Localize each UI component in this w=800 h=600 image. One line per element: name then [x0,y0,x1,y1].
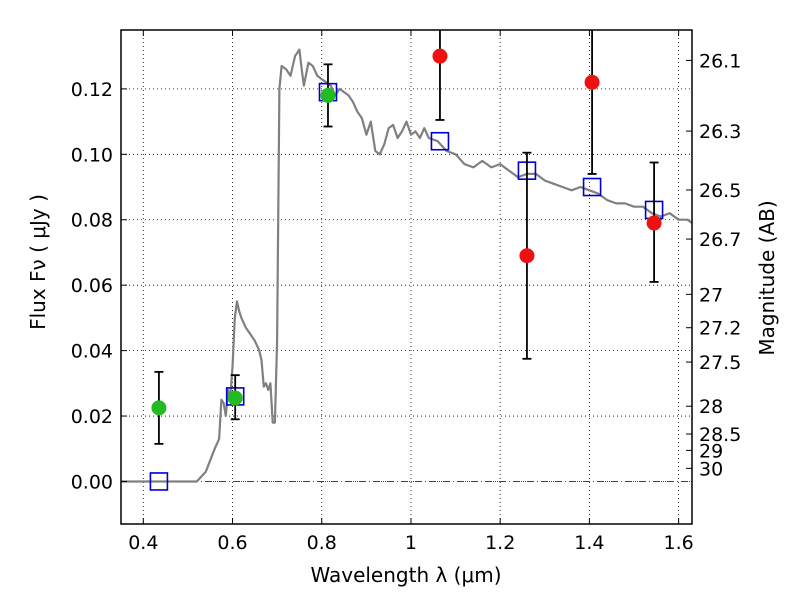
series-model-photometry [149,82,664,491]
series-model-sed [121,48,693,483]
y-tick-label: 0.00 [71,471,113,493]
series-observed-nir [432,30,662,360]
y-tick-label: 0.12 [71,79,113,101]
observed-point [320,87,336,103]
grid-lines [121,30,692,524]
y-tick-label: 0.04 [71,341,113,363]
y-axis-label: Flux Fν ( μJy ) [26,194,50,330]
x-tick-label: 0.8 [307,532,337,554]
observed-point [151,400,167,416]
model-photometry-point [149,472,169,491]
y2-tick-label: 27.2 [699,318,741,340]
y-tick-label: 0.08 [71,210,113,232]
y2-tick-label: 26.5 [699,180,741,202]
observed-point [227,390,243,406]
y2-tick-label: 30 [699,458,723,480]
y-tick-label: 0.10 [71,144,113,166]
observed-point [432,48,448,64]
x-tick-label: 1.2 [485,532,515,554]
model-photometry-point [430,131,450,151]
y2-tick-label: 27 [699,284,723,306]
y2-tick-label: 27.5 [699,352,741,374]
x-tick-label: 1.4 [574,532,604,554]
x-axis-label: Wavelength λ (μm) [310,563,501,587]
observed-point [646,215,662,231]
model-photometry-point [582,177,602,197]
x-tick-label: 0.6 [217,532,247,554]
x-tick-label: 1.6 [664,532,694,554]
y-axis-left: 0.00 0.02 0.04 0.06 0.08 0.10 0.12 [71,79,127,493]
y2-axis-label: Magnitude (AB) [755,200,779,355]
x-axis: 0.4 0.6 0.8 1 1.2 1.4 1.6 [128,30,694,554]
y2-tick-label: 26.1 [699,50,741,72]
y2-tick-label: 26.3 [699,121,741,143]
y2-tick-label: 29 [699,440,723,462]
y2-tick-label: 26.7 [699,229,741,251]
y2-tick-label: 28 [699,396,723,418]
observed-point [519,248,535,264]
y-tick-label: 0.06 [71,275,113,297]
y2-tick-label: 28.5 [699,424,741,446]
x-tick-label: 0.4 [128,532,158,554]
observed-point [584,74,600,90]
x-tick-label: 1 [405,532,417,554]
series-detections [151,63,336,445]
plot-frame [120,29,693,525]
y-tick-label: 0.02 [71,406,113,428]
plot-series [121,30,693,491]
sed-model-line [121,48,693,483]
